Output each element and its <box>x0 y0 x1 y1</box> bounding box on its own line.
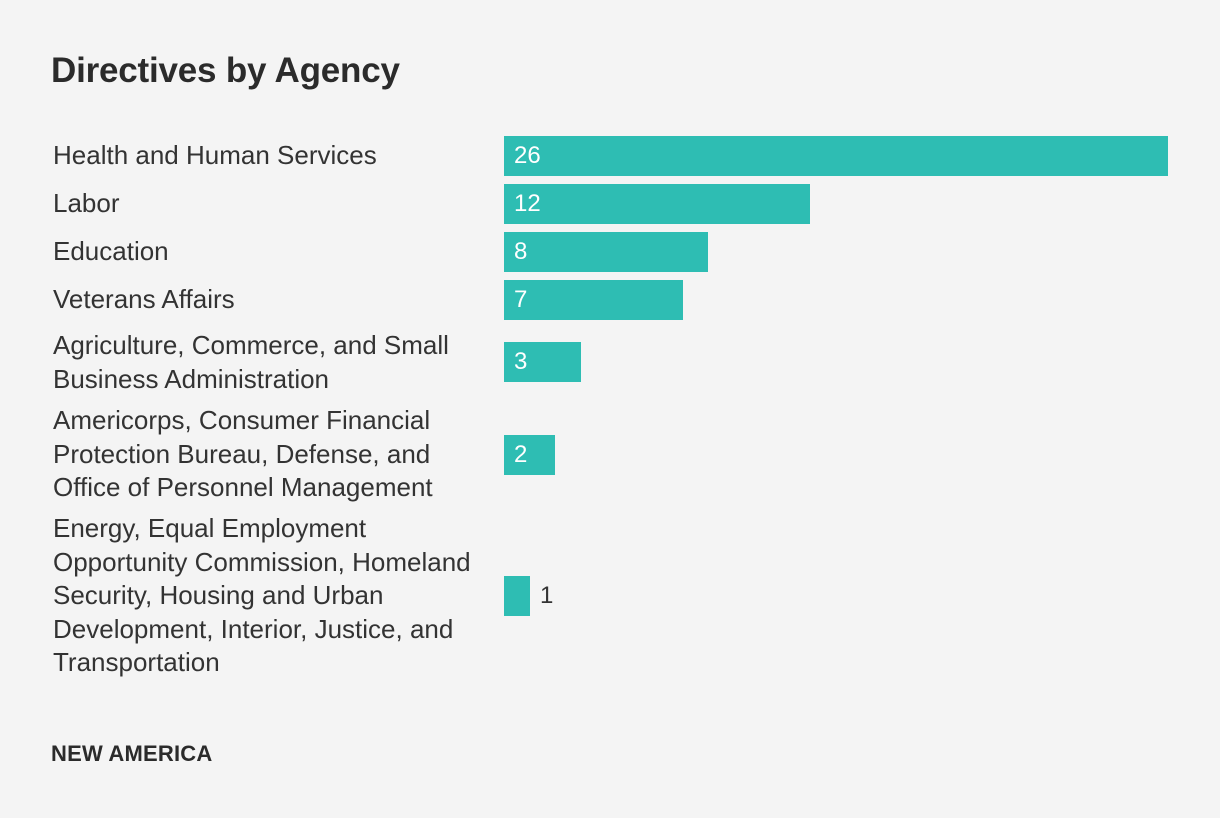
data-label: 3 <box>514 348 528 375</box>
category-label: Veterans Affairs <box>53 284 235 314</box>
bar <box>504 232 708 272</box>
bar <box>504 184 810 224</box>
data-label: 12 <box>514 190 541 217</box>
bar <box>504 435 555 475</box>
category-label: Americorps, Consumer Financial Protectio… <box>53 405 433 502</box>
bar <box>504 576 530 616</box>
chart-title: Directives by Agency <box>51 51 400 90</box>
category-label: Energy, Equal Employment Opportunity Com… <box>53 513 471 677</box>
bar <box>504 136 1168 176</box>
data-label: 7 <box>514 286 528 313</box>
category-label: Labor <box>53 188 120 218</box>
category-label: Agriculture, Commerce, and Small Busines… <box>53 330 449 394</box>
bar <box>504 280 683 320</box>
data-label: 8 <box>514 238 528 265</box>
data-label: 1 <box>540 582 554 609</box>
bar <box>504 342 581 382</box>
category-label: Education <box>53 236 169 266</box>
data-label: 2 <box>514 441 528 468</box>
category-label: Health and Human Services <box>53 140 377 170</box>
data-label: 26 <box>514 142 541 169</box>
brand-logo-text: NEW AMERICA <box>51 741 213 766</box>
